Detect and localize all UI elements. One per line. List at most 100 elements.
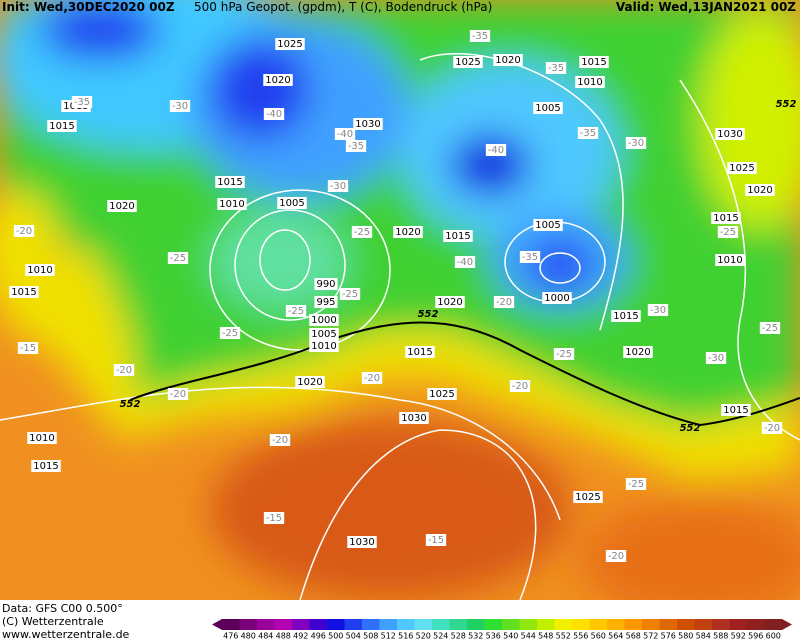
colorbar-tick-label: 548 (538, 632, 553, 641)
pressure-label: 1025 (575, 492, 600, 503)
temperature-label-group: -30 (169, 100, 191, 112)
colorbar-swatch (589, 619, 608, 630)
geopotential-label-group: 552 (120, 399, 141, 410)
map-title: 500 hPa Geopot. (gpdm), T (C), Bodendruc… (194, 0, 493, 14)
colorbar-tick-label: 528 (451, 632, 466, 641)
temperature-label: -25 (628, 479, 644, 490)
temperature-label-group: -25 (717, 226, 739, 238)
pressure-label: 1010 (219, 199, 244, 210)
pressure-label-box (611, 310, 641, 322)
temperature-label-box (17, 342, 39, 354)
temperature-label: -35 (522, 252, 538, 263)
pressure-label-group: 1015 (579, 56, 609, 68)
colorbar-tick-label: 544 (521, 632, 536, 641)
pressure-label-group: 1015 (405, 346, 435, 358)
pressure-label-group: 1020 (435, 296, 465, 308)
temperature-label-group: -20 (13, 225, 35, 237)
pressure-label-box (493, 54, 523, 66)
pressure-label-group: 1015 (711, 212, 741, 224)
pressure-label-box (427, 388, 457, 400)
pressure-label-box (314, 296, 338, 308)
colorbar-swatch (659, 619, 678, 630)
pressure-label: 1025 (455, 57, 480, 68)
pressure-label-box (309, 340, 339, 352)
temperature-label-box (705, 352, 727, 364)
pressure-label-group: 1020 (623, 346, 653, 358)
temperature-label-group: -35 (71, 96, 93, 108)
init-time: Init: Wed,30DEC2020 00Z (2, 0, 175, 14)
temperature-label-box (717, 226, 739, 238)
pressure-label-box (575, 76, 605, 88)
colorbar-tick-label: 484 (258, 632, 273, 641)
data-source: Data: GFS C00 0.500° (2, 602, 123, 615)
temperature-label-group: -40 (263, 108, 285, 120)
colorbar-tick-label: 576 (661, 632, 676, 641)
colorbar-swatch (449, 619, 468, 630)
temperature-label-box (509, 380, 531, 392)
temperature-label-box (425, 534, 447, 546)
pressure-label: 1020 (495, 55, 520, 66)
colorbar-tick-label: 488 (276, 632, 291, 641)
temperature-label-box (263, 512, 285, 524)
colorbar-tick-label: 564 (608, 632, 623, 641)
pressure-label-group: 1015 (9, 286, 39, 298)
temperature-label-box (454, 256, 476, 268)
temperature-label: -15 (428, 535, 444, 546)
pressure-label: 1030 (401, 413, 426, 424)
temperature-label-group: -25 (339, 288, 361, 300)
temperature-label-box (113, 364, 135, 376)
pressure-label: 1020 (437, 297, 462, 308)
temperature-label: -30 (708, 353, 724, 364)
pressure-label: 1010 (717, 255, 742, 266)
pressure-label-box (393, 226, 423, 238)
temperature-label-group: -35 (577, 127, 599, 139)
temperature-label-group: -35 (519, 251, 541, 263)
pressure-label-box (27, 432, 57, 444)
pressure-label: 1015 (33, 461, 58, 472)
temperature-label-box (545, 62, 567, 74)
pressure-label: 1000 (311, 315, 336, 326)
colorbar-tick-label: 492 (293, 632, 308, 641)
pressure-label-box (715, 254, 745, 266)
colorbar-swatch (257, 619, 275, 630)
pressure-label: 1005 (535, 220, 560, 231)
colorbar-swatch (274, 619, 293, 630)
temperature-label-box (625, 478, 647, 490)
temperature-label: -30 (330, 181, 346, 192)
colorbar-swatch (327, 619, 345, 630)
colorbar-arrow-right (782, 619, 792, 630)
temperature-label-group: -40 (454, 256, 476, 268)
pressure-label-group: 1025 (453, 56, 483, 68)
pressure-label-box (314, 278, 338, 290)
colorbar-swatch (642, 619, 660, 630)
temperature-label-group: -20 (493, 296, 515, 308)
colorbar-tick-label: 532 (468, 632, 483, 641)
pressure-label-group: 1020 (745, 184, 775, 196)
colorbar-swatch (309, 619, 328, 630)
pressure-label-box (25, 264, 55, 276)
colorbar-swatch (362, 619, 380, 630)
temperature-label: -35 (472, 31, 488, 42)
colorbar-tick-label: 584 (696, 632, 711, 641)
pressure-label: 1025 (729, 163, 754, 174)
pressure-label: 1020 (109, 201, 134, 212)
colorbar-tick-label: 568 (626, 632, 641, 641)
pressure-label-box (275, 38, 305, 50)
colorbar-swatch (624, 619, 643, 630)
colorbar-tick-label: 588 (713, 632, 728, 641)
colorbar-swatch (607, 619, 625, 630)
pressure-label: 1025 (429, 389, 454, 400)
temperature-label-box (759, 322, 781, 334)
pressure-label-box (31, 460, 61, 472)
pressure-label-group: 1025 (573, 491, 603, 503)
temperature-label-group: -30 (705, 352, 727, 364)
pressure-label-group: 1025 (275, 38, 305, 50)
colorbar-tick-label: 504 (346, 632, 361, 641)
pressure-label-box (711, 212, 741, 224)
temperature-label-box (71, 96, 93, 108)
pressure-label-group: 1020 (493, 54, 523, 66)
temperature-label-box (269, 434, 291, 446)
temperature-label-group: -30 (625, 137, 647, 149)
temperature-label: -25 (342, 289, 358, 300)
temperature-label-box (577, 127, 599, 139)
